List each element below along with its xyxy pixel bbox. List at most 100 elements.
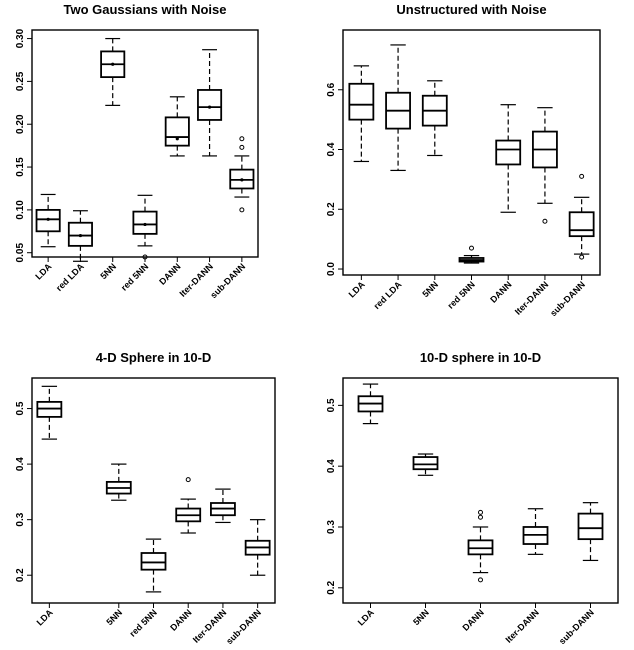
x-tick-label: sub-DANN [557,607,596,645]
box-dann [175,477,202,534]
outlier-point [239,207,245,213]
mean-marker [143,222,147,227]
x-tick-label: 5NN [104,607,124,627]
outlier-point [579,173,585,179]
x-tick-label: DANN [488,279,513,304]
box-body [577,512,604,541]
outlier-point [239,136,245,142]
x-tick-label: Iter-DANN [513,279,550,316]
x-tick-label: DANN [460,607,485,632]
box-body [164,116,190,147]
x-tick-label: LDA [35,607,56,628]
box-5nn [421,80,448,157]
x-tick-label: red 5NN [445,279,476,310]
box-iter-dann [532,107,558,224]
outlier-point [478,509,483,515]
x-tick-label: DANN [157,261,182,286]
box-red-5nn [132,194,158,260]
y-tick-label: 0.2 [15,568,26,582]
y-tick-label: 0.3 [15,512,26,526]
x-tick-label: LDA [33,261,54,282]
box-body [140,552,167,571]
box-red-5nn [140,538,167,593]
x-tick-label: Iter-DANN [191,607,228,644]
y-tick-label: 0.5 [326,398,337,412]
y-tick-label: 0.0 [326,262,337,276]
box-iter-dann [210,488,236,524]
chart-panel-1: Two Gaussians with Noise 0.05 0.10 0.15 0.20… [15,2,259,300]
outlier-point [579,254,585,260]
y-tick-label: 0.15 [15,157,26,177]
box-sub-dann [568,173,595,260]
box-sub-dann [577,502,604,562]
x-tick-label: LDA [347,279,368,300]
outlier-point [469,245,474,251]
panel-title: 10-D sphere in 10-D [420,350,541,365]
panel-title: 4-D Sphere in 10-D [96,350,212,365]
outlier-point [478,514,483,520]
x-tick-label: sub-DANN [548,279,587,318]
box-lda [357,383,384,425]
plot-frame [342,377,619,604]
y-tick-label: 0.4 [326,459,337,473]
x-tick-label: DANN [168,607,193,632]
x-tick-label: red 5NN [119,261,150,292]
y-tick-label: 0.2 [326,202,337,216]
box-body [132,210,158,235]
box-iter-dann [197,49,223,157]
chart-panel-4: 10-D sphere in 10-D 0.2 0.3 0.4 0.5 LDA 5NN DAN… [326,350,619,646]
y-tick-label: 0.30 [15,28,26,48]
y-tick-label: 0.4 [15,457,26,471]
mean-marker [78,233,83,238]
box-lda [36,385,63,440]
y-tick-label: 0.10 [15,200,26,220]
box-dann [164,96,190,157]
box-lda [348,65,375,163]
x-tick-label: red LDA [54,261,86,293]
panel-title: Unstructured with Noise [396,2,546,17]
x-tick-label: sub-DANN [224,607,263,645]
x-tick-label: 5NN [411,607,431,627]
y-tick-label: 0.3 [326,520,337,534]
box-dann [467,509,494,583]
panel-title: Two Gaussians with Noise [63,2,226,17]
plot-frame [342,29,601,276]
box-dann [495,104,522,213]
mean-marker [46,217,50,221]
x-tick-label: red 5NN [127,607,158,638]
outlier-point [239,144,245,150]
x-tick-label: LDA [356,607,377,628]
chart-panel-3: 4-D Sphere in 10-D 0.2 0.3 0.4 0.5 LDA 5NN red … [15,350,276,646]
y-tick-label: 0.25 [15,71,26,91]
box-body [197,89,223,121]
box-iter-dann [522,508,549,555]
x-tick-label: sub-DANN [208,261,247,300]
box-red-lda [67,210,93,262]
box-sub-dann [229,136,255,213]
outlier-point [478,577,483,583]
outlier-point [542,218,548,224]
box-body [348,82,375,121]
box-body [495,139,522,166]
y-tick-label: 0.05 [15,243,26,263]
outlier-point [185,477,191,483]
box-sub-dann [244,519,271,576]
box-5nn [105,463,132,501]
mean-marker [175,137,179,141]
y-tick-label: 0.5 [15,401,26,415]
x-tick-label: Iter-DANN [503,607,540,644]
x-tick-label: 5NN [420,279,440,299]
x-tick-label: red LDA [372,279,404,311]
box-lda [35,193,61,248]
y-tick-label: 0.2 [326,580,337,594]
box-5nn [100,37,126,106]
box-red-lda [385,44,411,172]
y-tick-label: 0.6 [326,82,337,96]
box-5nn [412,453,439,476]
y-tick-label: 0.4 [326,142,337,156]
box-body [568,211,595,238]
mean-marker [111,62,115,66]
